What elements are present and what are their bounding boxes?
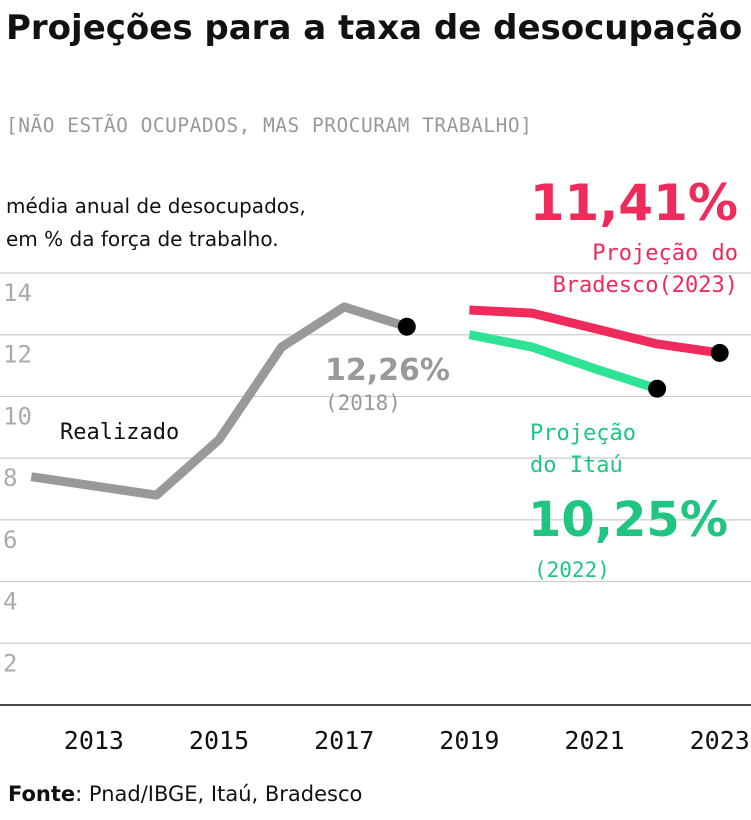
source-note: Fonte: Pnad/IBGE, Itaú, Bradesco [8, 782, 362, 806]
realizado-endpoint-value: 12,26% [325, 353, 450, 388]
itau-endpoint-year: (2022) [534, 558, 610, 582]
y-tick-label: 10 [3, 402, 32, 430]
y-tick-label: 6 [3, 526, 17, 554]
x-tick-label: 2013 [64, 726, 124, 755]
bradesco-endpoint-value: 11,41% [530, 174, 738, 232]
bradesco-endpoint-dot [710, 343, 729, 362]
y-tick-label: 12 [3, 341, 32, 369]
source-text: : Pnad/IBGE, Itaú, Bradesco [75, 782, 363, 806]
chart-title: Projeções para a taxa de desocupação [6, 8, 743, 48]
y-axis-description-line-2: em % da força de trabalho. [6, 227, 279, 251]
bradesco-series-line [469, 305, 721, 358]
itau-series-line [468, 330, 659, 393]
bradesco-label-line-1: Projeção do [592, 241, 738, 266]
y-tick-label: 14 [3, 279, 32, 307]
realizado-series-line [30, 302, 409, 500]
itau-endpoint-value: 10,25% [528, 492, 728, 548]
x-tick-label: 2021 [564, 726, 624, 755]
itau-label-line-2: do Itaú [530, 453, 623, 478]
x-tick-label: 2023 [690, 726, 750, 755]
series-lines [30, 302, 721, 500]
y-tick-label: 2 [3, 649, 17, 677]
realizado-endpoint-dot [397, 317, 416, 336]
realizado-label: Realizado [60, 420, 179, 445]
source-label: Fonte [8, 782, 76, 806]
realizado-endpoint-year: (2018) [325, 391, 401, 415]
y-axis-description: média anual de desocupados, em % da forç… [6, 190, 306, 256]
itau-label-line-1: Projeção [530, 421, 636, 446]
y-tick-labels: 2 4 6 8 10 12 14 [3, 279, 32, 677]
endpoint-dots [397, 317, 729, 398]
x-tick-labels: 2013 2015 2017 2019 2021 2023 [64, 726, 750, 755]
itau-endpoint-dot [648, 379, 667, 398]
line-chart: 2 4 6 8 10 12 14 2013 2015 2017 2019 2021 2023 Real… [0, 174, 751, 755]
x-tick-label: 2017 [314, 726, 374, 755]
x-tick-label: 2015 [189, 726, 249, 755]
y-axis-description-line-1: média anual de desocupados, [6, 194, 306, 218]
x-tick-label: 2019 [439, 726, 499, 755]
chart-subtitle: [NÃO ESTÃO OCUPADOS, MAS PROCURAM TRABAL… [6, 114, 533, 137]
y-tick-label: 4 [3, 588, 17, 616]
y-tick-label: 8 [3, 464, 17, 492]
bradesco-label-line-2: Bradesco(2023) [553, 273, 738, 298]
